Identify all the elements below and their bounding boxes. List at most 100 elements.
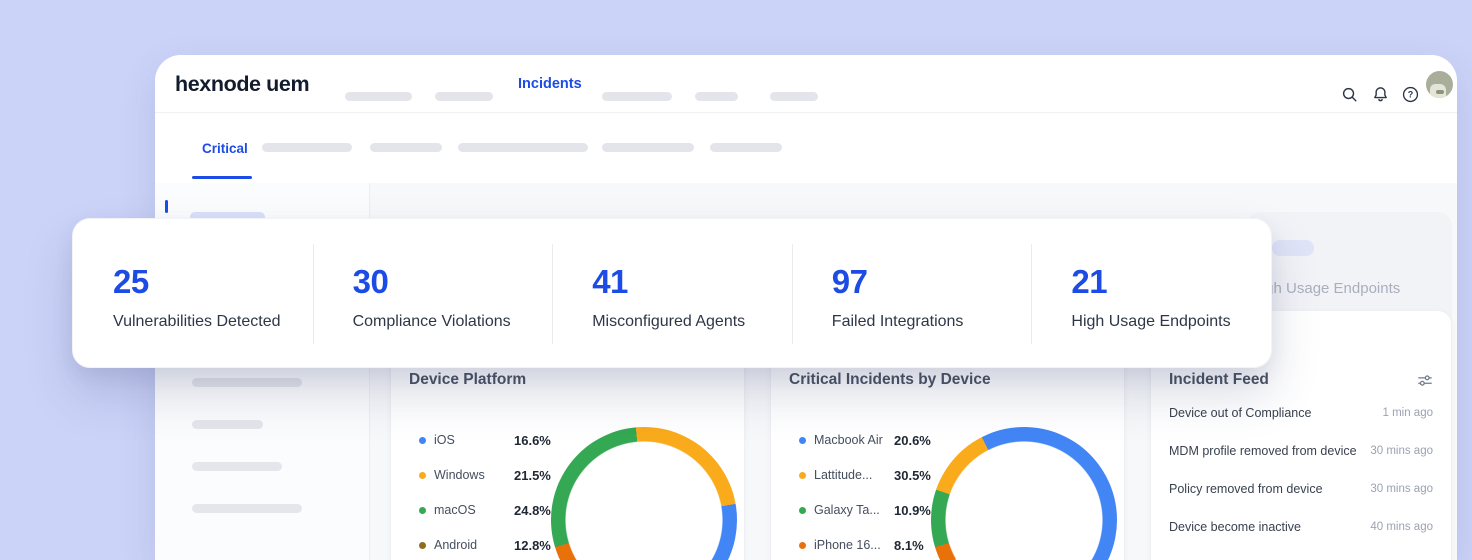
stat-value: 25: [113, 263, 149, 300]
incident-text: MDM profile removed from device: [1169, 444, 1357, 458]
stat-value: 41: [592, 263, 628, 300]
legend-value: 8.1%: [894, 537, 924, 553]
stat-label: Vulnerabilities Detected: [113, 313, 281, 330]
topnav-placeholder-item[interactable]: [602, 92, 672, 101]
incident-text: Device become inactive: [1169, 520, 1302, 534]
critical-incidents-legend: Macbook Air 20.6% Lattitude... 30.5% Galaxy …: [799, 432, 931, 553]
sidebar-placeholder-item[interactable]: [192, 504, 302, 513]
legend-value: 24.8%: [514, 502, 551, 518]
kpi-stats-card: 25 Vulnerabilities Detected 30 Compliance V…: [72, 218, 1272, 368]
incident-text: Policy removed from device: [1169, 482, 1323, 496]
legend-dot: [799, 436, 806, 444]
stat-cell: 97 Failed Integrations: [791, 219, 1032, 367]
legend-value: 12.8%: [514, 537, 551, 553]
incident-text: Device out of Compliance: [1169, 406, 1312, 420]
subnav-placeholder-item[interactable]: [262, 143, 352, 152]
legend-label: Galaxy Ta...: [814, 503, 880, 517]
stat-cell: 25 Vulnerabilities Detected: [73, 219, 313, 367]
legend-dot: [419, 471, 426, 479]
stat-cell: 21 High Usage Endpoints: [1031, 219, 1271, 367]
stat-label: Failed Integrations: [831, 313, 964, 330]
tab-incidents[interactable]: Incidents: [518, 76, 582, 92]
legend-dot: [799, 541, 806, 549]
incident-feed-item[interactable]: Device become inactive 40 mins ago: [1169, 520, 1433, 534]
legend-item: macOS 24.8%: [419, 502, 551, 518]
help-icon[interactable]: ?: [1401, 85, 1420, 104]
subnav-placeholder-item[interactable]: [370, 143, 442, 152]
legend-item: Lattitude... 30.5%: [799, 467, 931, 483]
legend-item: iPhone 16... 8.1%: [799, 537, 931, 553]
stat-label: High Usage Endpoints: [1071, 313, 1231, 330]
subnav-placeholder-item[interactable]: [458, 143, 588, 152]
sub-navbar: Critical: [155, 113, 1457, 183]
sidebar-placeholder-item[interactable]: [192, 378, 302, 387]
legend-label: Windows: [434, 468, 485, 482]
topnav-placeholder-item[interactable]: [345, 92, 412, 101]
sidebar-active-indicator: [165, 200, 168, 213]
search-icon[interactable]: [1340, 85, 1359, 104]
legend-dot: [419, 436, 426, 444]
incident-feed-list: Device out of Compliance 1 min ago MDM pro…: [1169, 406, 1433, 534]
device-platform-donut-chart: [551, 427, 737, 560]
sidebar-active-item[interactable]: [190, 212, 265, 222]
subnav-placeholder-item[interactable]: [602, 143, 694, 152]
app-window: hexnode uem Incidents ? Critical: [155, 55, 1457, 560]
filter-icon[interactable]: [1417, 373, 1433, 389]
stat-label: Compliance Violations: [352, 313, 511, 330]
svg-text:?: ?: [1408, 90, 1414, 100]
legend-item: iOS 16.6%: [419, 432, 551, 448]
stat-cell: 30 Compliance Violations: [312, 219, 553, 367]
device-platform-legend: iOS 16.6% Windows 21.5% macOS 24.8% Android 12.…: [419, 432, 551, 553]
incident-time: 1 min ago: [1382, 407, 1433, 419]
legend-label: Lattitude...: [814, 468, 873, 482]
background-stat-value: [1272, 240, 1314, 256]
legend-item: Macbook Air 20.6%: [799, 432, 931, 448]
legend-dot: [799, 506, 806, 514]
tab-critical-underline: [192, 176, 252, 179]
tab-critical[interactable]: Critical: [202, 141, 248, 156]
legend-item: Windows 21.5%: [419, 467, 551, 483]
legend-dot: [419, 506, 426, 514]
incident-time: 30 mins ago: [1370, 445, 1433, 457]
legend-label: Macbook Air: [814, 433, 883, 447]
critical-incidents-donut-chart: [931, 427, 1117, 560]
stat-cell: 41 Misconfigured Agents: [552, 219, 792, 367]
sidebar-placeholder-group: [192, 378, 302, 513]
incident-time: 30 mins ago: [1370, 483, 1433, 495]
incident-time: 40 mins ago: [1370, 521, 1433, 533]
legend-value: 10.9%: [894, 502, 931, 518]
incident-feed-item[interactable]: MDM profile removed from device 30 mins a…: [1169, 444, 1433, 458]
legend-label: Android: [434, 538, 478, 552]
sidebar-placeholder-item[interactable]: [192, 420, 263, 429]
legend-value: 16.6%: [514, 432, 551, 448]
device-platform-title: Device Platform: [409, 371, 527, 388]
topnav-placeholder-item[interactable]: [770, 92, 818, 101]
hexnode-logo: hexnode uem: [175, 72, 310, 96]
legend-dot: [799, 471, 806, 479]
incident-feed-title: Incident Feed: [1169, 371, 1269, 388]
legend-value: 20.6%: [894, 432, 931, 448]
stat-label: Misconfigured Agents: [592, 313, 746, 330]
legend-label: macOS: [434, 503, 476, 517]
stat-value: 21: [1071, 263, 1108, 300]
legend-value: 21.5%: [514, 467, 551, 483]
avatar[interactable]: [1426, 71, 1453, 98]
legend-value: 30.5%: [894, 467, 931, 483]
background-stat-label: High Usage Endpoints: [1251, 280, 1401, 297]
incident-feed-item[interactable]: Policy removed from device 30 mins ago: [1169, 482, 1433, 496]
sidebar-placeholder-item[interactable]: [192, 462, 282, 471]
stat-value: 97: [831, 263, 868, 300]
incident-feed-item[interactable]: Device out of Compliance 1 min ago: [1169, 406, 1433, 420]
top-navbar: hexnode uem Incidents ?: [155, 55, 1457, 120]
topnav-placeholder-item[interactable]: [435, 92, 493, 101]
stat-value: 30: [352, 263, 389, 300]
legend-label: iPhone 16...: [814, 538, 881, 552]
legend-item: Android 12.8%: [419, 537, 551, 553]
legend-label: iOS: [434, 433, 455, 447]
topnav-placeholder-item[interactable]: [695, 92, 738, 101]
subnav-placeholder-item[interactable]: [710, 143, 782, 152]
legend-dot: [419, 541, 426, 549]
bell-icon[interactable]: [1371, 85, 1390, 104]
legend-item: Galaxy Ta... 10.9%: [799, 502, 931, 518]
